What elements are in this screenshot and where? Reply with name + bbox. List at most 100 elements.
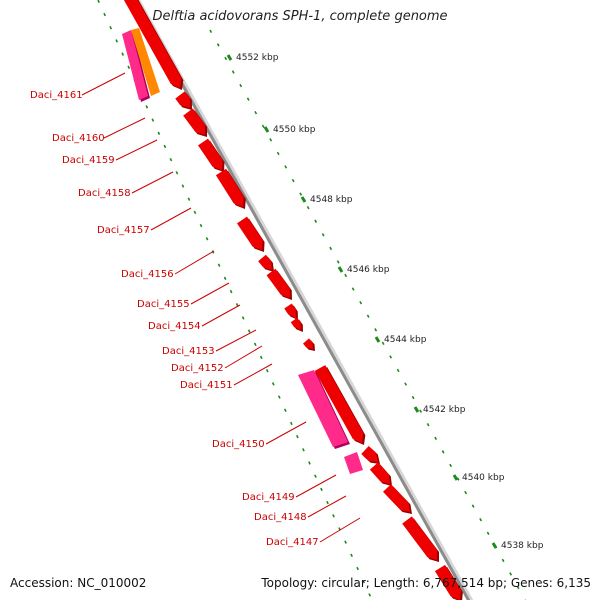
ruler-label: 4548 kbp: [310, 195, 353, 205]
tick-mark: [359, 300, 363, 305]
tick-mark: [277, 395, 281, 399]
tick-mark: [241, 316, 245, 320]
gene-block-pink: [122, 30, 148, 100]
gene-leader-line: [174, 250, 215, 275]
backbone-shadow: [134, 0, 474, 600]
ruler-major-tick: [337, 266, 344, 273]
tick-mark: [314, 474, 317, 478]
gene-arrow-red: [266, 268, 290, 298]
tick-mark: [103, 12, 106, 17]
tick-mark: [464, 490, 468, 495]
tick-mark: [374, 328, 378, 332]
ruler-major-tick: [374, 336, 381, 343]
topology-text: Topology: circular; Length: 6,767,514 bp…: [261, 576, 591, 590]
gene-leader-line: [295, 474, 337, 498]
tick-mark: [516, 585, 520, 590]
tick-mark: [209, 29, 213, 34]
gene-leader-line: [319, 517, 361, 543]
tick-mark: [471, 504, 475, 508]
tick-mark: [216, 43, 220, 47]
tick-mark: [187, 197, 191, 201]
gene-block-pink: [298, 370, 348, 447]
gene-label-daci_4148: Daci_4148: [254, 512, 307, 523]
tick-mark: [127, 65, 131, 70]
tick-mark: [368, 593, 372, 597]
gene-label-daci_4154: Daci_4154: [148, 321, 201, 332]
tick-mark: [145, 105, 149, 109]
tick-mark: [306, 205, 310, 210]
tick-mark: [434, 436, 438, 440]
tick-mark: [115, 39, 119, 43]
tick-mark: [479, 517, 483, 522]
tick-mark: [336, 260, 340, 264]
tick-mark: [389, 355, 393, 359]
gene-leader-line: [131, 171, 174, 194]
tick-mark: [308, 461, 311, 465]
gene-arrow-red: [215, 168, 244, 207]
gene-arrow-red: [175, 91, 190, 108]
gene-arrow-red: [284, 303, 296, 318]
gene-label-daci_4150: Daci_4150: [212, 439, 265, 450]
gene-arrow-red: [314, 365, 364, 443]
gene-arrow-red: [302, 338, 313, 349]
gene-label-daci_4151: Daci_4151: [180, 380, 233, 391]
gene-arrow-red: [198, 138, 223, 170]
tick-mark: [261, 124, 265, 128]
tick-mark: [175, 171, 179, 175]
tick-mark: [366, 314, 370, 318]
genome-title: Delftia acidovorans SPH-1, complete geno…: [152, 9, 448, 24]
tick-mark: [299, 192, 303, 196]
gene-leader-line: [150, 207, 192, 231]
tick-mark: [350, 553, 353, 558]
gene-label-daci_4158: Daci_4158: [78, 188, 131, 199]
gene-label-daci_4153: Daci_4153: [162, 346, 215, 357]
gene-arrow-red: [258, 254, 272, 270]
tick-mark: [247, 329, 251, 333]
gene-arrow-red: [383, 484, 410, 512]
gene-label-daci_4149: Daci_4149: [242, 492, 295, 503]
tick-mark: [205, 237, 209, 241]
gene-arrow-red: [123, 0, 182, 88]
gene-leader-line: [233, 363, 273, 386]
ruler-label: 4552 kbp: [236, 53, 279, 63]
tick-mark: [231, 70, 235, 74]
gene-arrow-red: [361, 445, 378, 462]
tick-mark: [253, 342, 257, 346]
ruler-major-tick: [413, 406, 420, 413]
tick-mark: [276, 151, 280, 156]
gene-label-daci_4161: Daci_4161: [30, 90, 83, 101]
tick-mark: [254, 111, 258, 115]
gene-arrow-red: [237, 216, 263, 250]
ruler-label: 4550 kbp: [273, 125, 316, 135]
tick-mark: [509, 572, 513, 576]
tick-mark: [291, 178, 295, 183]
gene-leader-line: [115, 139, 158, 161]
gene-leader-line: [81, 72, 126, 96]
tick-mark: [235, 303, 239, 307]
tick-mark: [320, 487, 323, 492]
gene-arrow-red: [290, 317, 301, 330]
tick-mark: [441, 450, 445, 454]
ruler-major-tick: [300, 196, 307, 203]
ruler-label: 4538 kbp: [501, 541, 544, 551]
gene-leader-line: [103, 117, 146, 139]
tick-mark: [501, 558, 505, 563]
gene-leader-line: [265, 421, 307, 445]
tick-mark: [169, 157, 173, 162]
tick-mark: [97, 0, 100, 4]
tick-mark: [419, 409, 423, 413]
tick-mark: [381, 341, 385, 346]
ruler-label: 4544 kbp: [384, 335, 427, 345]
tick-mark: [269, 138, 273, 142]
gene-leader-line: [201, 304, 241, 327]
tick-mark: [411, 395, 415, 400]
tick-mark: [332, 514, 335, 518]
gene-label-daci_4147: Daci_4147: [266, 537, 319, 548]
gene-label-daci_4157: Daci_4157: [97, 225, 150, 236]
tick-mark: [351, 287, 355, 291]
tick-mark: [329, 246, 333, 251]
tick-mark: [486, 531, 490, 535]
gene-block-orange: [131, 28, 160, 96]
tick-mark: [404, 382, 408, 386]
